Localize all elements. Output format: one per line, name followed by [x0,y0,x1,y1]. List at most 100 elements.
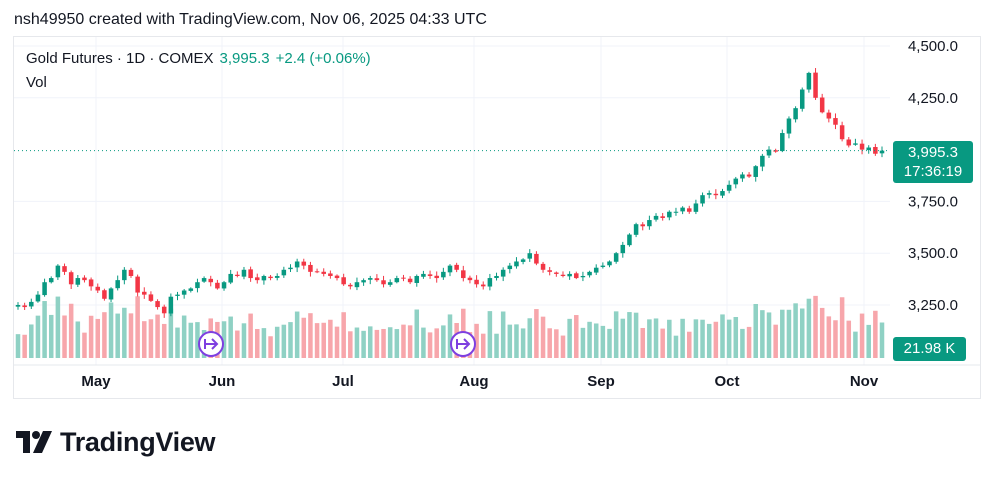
candle-body [288,267,293,270]
tradingview-logo-icon [16,431,52,453]
candle-body [660,216,665,218]
candle-body [215,282,220,289]
candle-body [414,275,420,283]
volume-bar [653,318,659,358]
candle-body [248,269,253,279]
volume-bar [248,313,253,358]
candle-body [341,277,346,285]
candle-body [873,147,878,154]
time-axis-label: Sep [587,373,615,390]
candle-body [102,290,107,299]
candle-body [587,271,592,276]
volume-bar [540,316,546,358]
candle-body [680,207,685,212]
volume-bar [487,311,493,358]
volume-bar [268,336,273,358]
candle-body [155,301,160,308]
volume-bar [633,312,639,358]
volume-bar [42,301,47,358]
volume-bar [175,327,180,358]
volume-bar [826,316,832,358]
volume-bar [95,318,101,358]
volume-legend[interactable]: Vol [26,74,47,91]
volume-bar [547,328,552,358]
candle-body [467,277,473,281]
candle-body [68,272,74,285]
candle-body [766,149,772,156]
candle-body [740,174,745,179]
candle-body [786,118,792,134]
candle-body [367,278,373,280]
volume-bar [766,312,772,358]
candle-body [647,220,652,227]
candle-body [773,150,778,152]
volume-bar [746,326,752,358]
candle-body [175,294,180,296]
volume-bar [853,331,858,358]
volume-bar [301,317,307,358]
candle-body [427,274,433,276]
candle-body [720,191,725,196]
candle-body [746,174,752,177]
volume-bar [647,319,652,358]
volume-bar [181,315,187,358]
candle-body [560,274,566,276]
candle-body [241,269,247,277]
volume-bar [733,316,739,358]
volume-bar [161,323,167,358]
volume-bar [726,319,732,358]
volume-bar [361,330,366,358]
candle-body [819,97,825,113]
candle-body [487,278,493,287]
volume-bar [793,303,798,358]
candle-body [122,269,127,281]
volume-bar [720,314,725,358]
volume-bar [68,303,74,358]
candle-body [520,259,526,262]
volume-bar [414,309,420,358]
volume-bar [560,335,566,358]
volume-bar [441,325,446,358]
candle-body [201,278,207,282]
candle-body [480,284,486,287]
volume-bar [142,321,147,358]
volume-bar [155,314,160,358]
volume-bar [195,322,200,358]
volume-bar [500,311,506,358]
volume-bar [819,307,825,358]
time-axis-label: Jun [209,373,236,390]
split-marker-arrow [204,338,219,350]
candle-body [627,234,632,246]
candle-body [22,305,27,308]
volume-bar [128,313,134,358]
volume-bar [607,328,612,358]
candle-body [195,282,200,289]
candle-body [753,166,758,177]
candle-body [228,273,233,283]
volume-bar [706,323,712,358]
volume-bar [494,333,499,358]
candle-body [314,271,320,273]
candle-body [361,280,366,283]
split-marker-arrow [456,338,471,350]
candle-body [687,208,692,212]
symbol-name[interactable]: Gold Futures · 1D · COMEX [26,50,214,67]
volume-bar [687,331,692,358]
volume-bar [673,335,679,358]
candle-body [334,275,340,279]
candle-body [600,265,606,267]
candle-body [221,282,227,289]
volume-bar [580,327,586,358]
candle-body [88,279,94,287]
volume-bar [427,332,433,358]
candle-body [733,178,739,185]
volume-bar [740,328,745,358]
volume-bar [241,323,247,358]
volume-bar [813,295,818,358]
candle-body [75,278,81,285]
volume-bar [55,296,61,358]
candle-body [554,272,559,274]
volume-bar [321,322,326,358]
volume-bar [879,322,885,358]
